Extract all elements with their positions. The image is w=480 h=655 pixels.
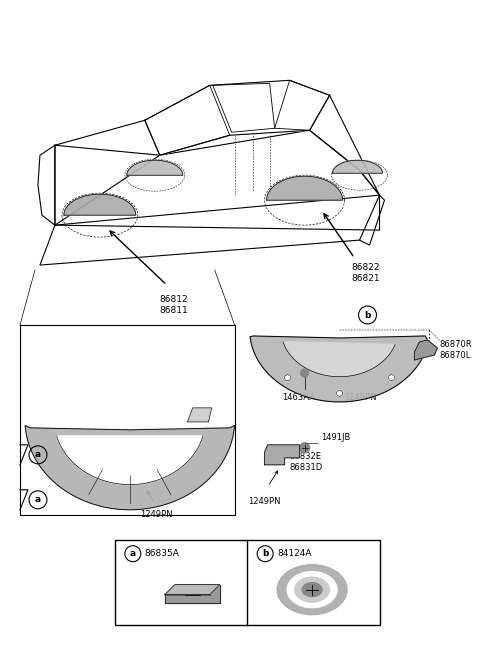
Text: 1491JB: 1491JB [322, 433, 351, 442]
Polygon shape [127, 160, 183, 175]
Polygon shape [55, 121, 160, 225]
Text: 84124A: 84124A [277, 549, 312, 558]
Text: 1463AA: 1463AA [128, 463, 161, 472]
Ellipse shape [295, 577, 330, 602]
Polygon shape [267, 176, 343, 200]
Text: b: b [262, 549, 268, 558]
Polygon shape [40, 195, 380, 265]
Text: 86822
86821: 86822 86821 [351, 263, 380, 283]
Ellipse shape [302, 583, 322, 597]
Text: 1249PN: 1249PN [140, 510, 172, 519]
Text: 86835A: 86835A [145, 549, 180, 558]
Polygon shape [188, 408, 212, 422]
Polygon shape [25, 426, 235, 510]
Polygon shape [264, 445, 300, 465]
Polygon shape [57, 436, 203, 485]
Polygon shape [145, 81, 330, 155]
Polygon shape [55, 130, 380, 230]
Polygon shape [250, 336, 428, 402]
Text: 86812
86811: 86812 86811 [160, 295, 189, 315]
Polygon shape [165, 585, 220, 603]
Text: a: a [35, 495, 41, 504]
Text: 1463AA: 1463AA [282, 393, 314, 402]
Text: 86870R
86870L: 86870R 86870L [439, 340, 472, 360]
Circle shape [388, 375, 395, 381]
Polygon shape [310, 96, 380, 195]
Text: b: b [364, 310, 371, 320]
Text: 1249PN: 1249PN [345, 393, 377, 402]
Circle shape [300, 369, 309, 377]
Polygon shape [333, 160, 383, 173]
Circle shape [285, 375, 290, 381]
Bar [115, 540, 380, 625]
Text: 1249PN: 1249PN [248, 496, 280, 506]
Polygon shape [64, 194, 136, 215]
Text: a: a [130, 549, 136, 558]
Polygon shape [414, 340, 437, 360]
Polygon shape [283, 342, 395, 377]
Polygon shape [165, 585, 220, 595]
Circle shape [336, 390, 343, 396]
Text: a: a [35, 451, 41, 459]
Circle shape [300, 443, 310, 453]
Ellipse shape [287, 572, 337, 608]
Text: 86832E
86831D: 86832E 86831D [289, 452, 323, 472]
Ellipse shape [277, 565, 347, 614]
